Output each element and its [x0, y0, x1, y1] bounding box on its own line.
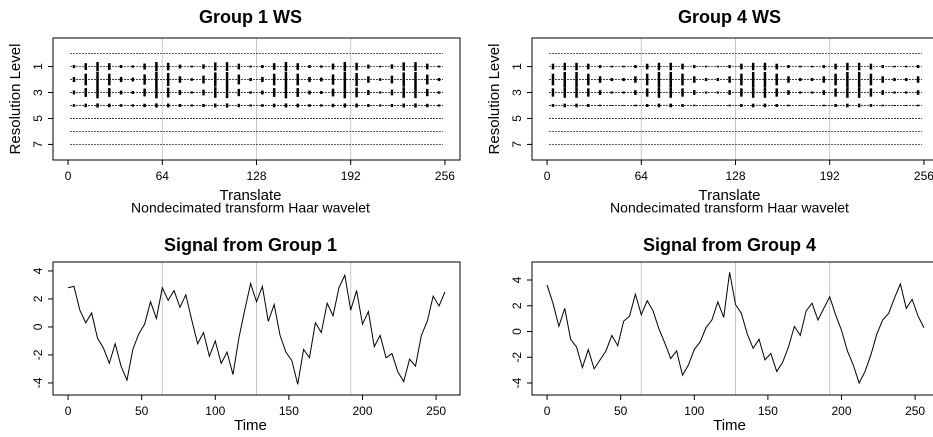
y-tick-label: 5 — [31, 115, 45, 122]
x-tick-label: 0 — [65, 404, 72, 418]
x-tick-label: 128 — [246, 169, 266, 183]
y-tick-label: 2 — [31, 295, 45, 302]
signal-line — [546, 272, 925, 385]
subtitle: Nondecimated transform Haar wavelet — [610, 200, 849, 216]
x-tick-label: 64 — [156, 169, 170, 183]
x-tick-label: 100 — [205, 404, 225, 418]
y-tick-label: 0 — [31, 323, 45, 330]
x-tick-label: 256 — [914, 169, 933, 183]
chart-title: Group 1 WS — [199, 7, 302, 27]
x-tick-label: 250 — [905, 404, 925, 418]
subtitle: Nondecimated transform Haar wavelet — [131, 200, 370, 216]
x-tick-label: 250 — [426, 404, 446, 418]
y-tick-label: 5 — [510, 115, 524, 122]
y-tick-label: 3 — [510, 89, 524, 96]
x-tick-label: 0 — [65, 169, 72, 183]
chart-title: Signal from Group 4 — [643, 235, 816, 255]
y-tick-label: 1 — [510, 63, 524, 70]
y-axis-label: Resolution Level — [486, 44, 503, 155]
x-tick-label: 50 — [614, 404, 628, 418]
y-tick-label: 2 — [510, 302, 524, 309]
y-tick-label: 1 — [31, 63, 45, 70]
y-tick-label: 7 — [31, 141, 45, 148]
x-tick-label: 150 — [758, 404, 778, 418]
x-tick-label: 256 — [435, 169, 455, 183]
plot-box — [531, 261, 933, 396]
x-axis-label: Time — [713, 417, 746, 434]
y-axis-label: Resolution Level — [7, 44, 24, 155]
x-axis-label: Time — [234, 417, 267, 434]
x-tick-label: 200 — [831, 404, 851, 418]
y-tick-label: -4 — [510, 377, 524, 388]
y-tick-label: 3 — [31, 89, 45, 96]
x-tick-label: 128 — [725, 169, 745, 183]
x-axis-label: Translate — [699, 187, 761, 204]
y-tick-label: -4 — [31, 377, 45, 388]
x-tick-label: 200 — [352, 404, 372, 418]
x-tick-label: 50 — [135, 404, 149, 418]
x-tick-label: 192 — [820, 169, 840, 183]
y-tick-label: -2 — [31, 349, 45, 360]
x-tick-label: 100 — [684, 404, 704, 418]
signal-line — [67, 273, 446, 385]
y-tick-label: -2 — [510, 352, 524, 363]
x-tick-label: 150 — [279, 404, 299, 418]
x-tick-label: 0 — [544, 404, 551, 418]
plot-box — [531, 37, 933, 161]
plot-box — [52, 261, 461, 396]
y-tick-label: 4 — [31, 267, 45, 274]
y-tick-label: 4 — [510, 276, 524, 283]
x-tick-label: 0 — [544, 169, 551, 183]
y-tick-label: 7 — [510, 141, 524, 148]
chart-title: Group 4 WS — [678, 7, 781, 27]
y-tick-label: 0 — [510, 328, 524, 335]
x-tick-label: 192 — [341, 169, 361, 183]
x-tick-label: 64 — [635, 169, 649, 183]
x-axis-label: Translate — [220, 187, 282, 204]
chart-title: Signal from Group 1 — [164, 235, 337, 255]
